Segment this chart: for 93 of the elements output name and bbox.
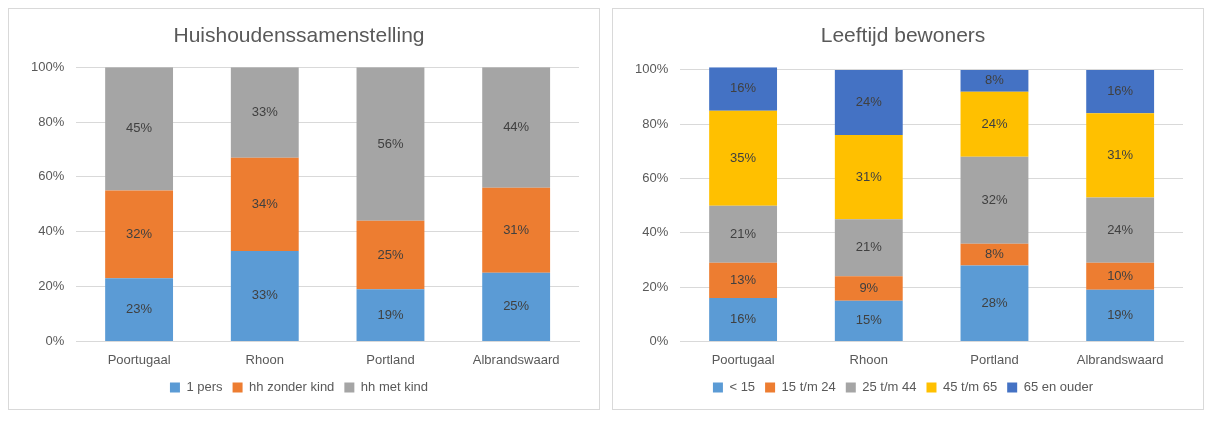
bar — [960, 265, 1029, 341]
data-label: 8% — [985, 246, 1005, 262]
data-label: 24% — [1107, 221, 1134, 237]
data-label: 56% — [377, 135, 404, 151]
x-tick-label: Rhoon — [849, 351, 888, 367]
legend-label: < 15 — [729, 379, 756, 395]
data-label: 13% — [730, 271, 757, 287]
data-label: 25% — [377, 246, 404, 262]
y-tick-label: 60% — [642, 170, 669, 186]
data-label: 35% — [730, 149, 757, 165]
y-tick-label: 40% — [38, 223, 65, 239]
data-label: 33% — [251, 287, 279, 303]
legend-label: 15 t/m 24 — [781, 379, 836, 395]
y-tick-label: 80% — [38, 113, 65, 129]
bar — [1086, 197, 1155, 263]
legend-label: 45 t/m 65 — [942, 379, 998, 395]
bar — [709, 67, 778, 111]
bar — [105, 67, 174, 191]
bar — [834, 135, 903, 220]
bar — [960, 91, 1029, 157]
data-label: 16% — [730, 80, 757, 96]
y-tick-label: 20% — [38, 278, 65, 294]
bar — [356, 67, 425, 221]
bar — [709, 262, 778, 298]
data-label: 24% — [855, 94, 883, 110]
data-label: 31% — [855, 168, 883, 184]
bar — [482, 272, 551, 341]
legend-label: 25 t/m 44 — [862, 379, 917, 395]
bar — [356, 220, 425, 290]
data-label: 16% — [1107, 83, 1134, 99]
data-label: 19% — [1107, 306, 1134, 322]
x-tick-label: Poortugaal — [107, 351, 171, 367]
bar — [709, 297, 778, 341]
bar — [1086, 113, 1155, 198]
x-tick-label: Poortugaal — [711, 351, 775, 367]
data-label: 23% — [126, 301, 153, 317]
chart-title: Huishoudenssamenstelling — [173, 23, 425, 47]
legend-label: 65 en ouder — [1023, 379, 1094, 395]
data-label: 28% — [981, 294, 1008, 310]
data-label: 15% — [855, 312, 883, 328]
data-label: 10% — [1107, 267, 1134, 283]
bar — [482, 187, 551, 273]
bar — [1086, 69, 1155, 114]
bar — [834, 276, 903, 301]
legend-label: 1 pers — [186, 379, 224, 395]
y-tick-label: 20% — [642, 278, 669, 294]
data-label: 21% — [855, 239, 883, 255]
x-tick-label: Rhoon — [245, 351, 284, 367]
chart-title: Leeftijd bewoners — [820, 23, 986, 47]
x-tick-label: Portland — [366, 351, 415, 367]
bar — [356, 289, 425, 341]
data-label: 32% — [981, 191, 1008, 207]
data-label: 34% — [251, 195, 279, 211]
y-tick-label: 40% — [642, 224, 669, 240]
bar — [482, 67, 551, 188]
bar — [709, 110, 778, 206]
y-tick-label: 0% — [45, 332, 65, 348]
bar — [834, 219, 903, 277]
legend-label: hh zonder kind — [249, 379, 335, 395]
bar — [1086, 262, 1155, 290]
y-tick-label: 100% — [31, 58, 65, 74]
data-label: 33% — [251, 104, 279, 120]
bar — [105, 190, 174, 279]
x-tick-label: Portland — [970, 351, 1019, 367]
x-tick-label: Albrandswaard — [1076, 351, 1164, 367]
data-label: 45% — [126, 120, 153, 136]
bar — [230, 250, 299, 341]
y-tick-label: 100% — [635, 61, 669, 77]
data-label: 9% — [859, 280, 879, 296]
data-label: 8% — [985, 72, 1005, 88]
y-tick-label: 60% — [38, 168, 65, 184]
bar — [1086, 289, 1155, 341]
bar — [709, 205, 778, 263]
bar — [960, 69, 1029, 92]
data-label: 24% — [981, 115, 1008, 131]
data-label: 44% — [503, 119, 530, 135]
y-tick-label: 0% — [649, 332, 669, 348]
legend-label: hh met kind — [360, 379, 429, 395]
y-tick-label: 80% — [642, 115, 669, 131]
bar — [105, 278, 174, 341]
bar — [834, 69, 903, 136]
x-tick-label: Albrandswaard — [472, 351, 560, 367]
bar — [960, 156, 1029, 244]
data-label: 31% — [503, 221, 530, 237]
data-label: 16% — [730, 311, 757, 327]
data-label: 25% — [503, 298, 530, 314]
bar — [230, 157, 299, 251]
data-label: 21% — [730, 225, 757, 241]
bar — [230, 67, 299, 158]
data-label: 19% — [377, 306, 404, 322]
bar — [834, 300, 903, 341]
data-label: 31% — [1107, 147, 1134, 163]
data-label: 32% — [126, 226, 153, 242]
